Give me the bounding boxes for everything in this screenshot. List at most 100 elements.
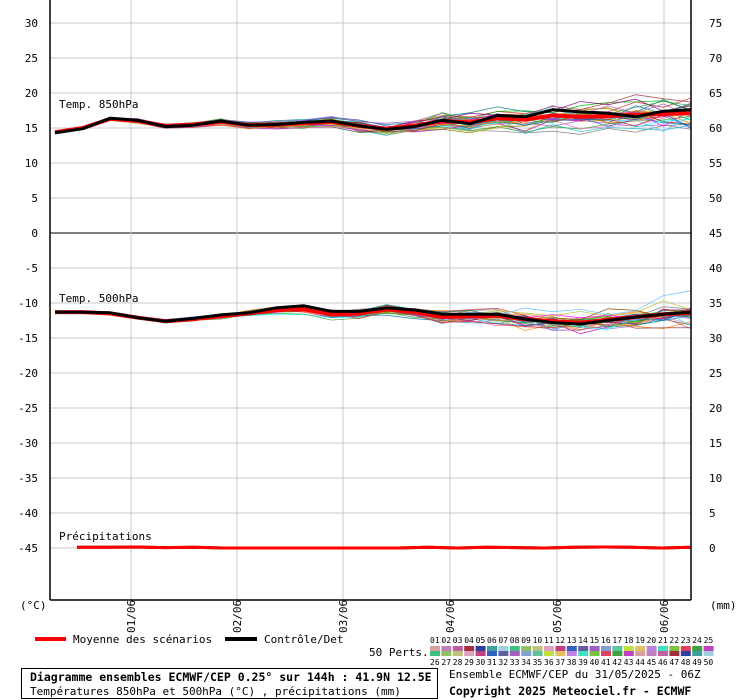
member-label: 24 (692, 636, 702, 645)
member-swatch (452, 651, 463, 656)
member-label: 09 (521, 636, 531, 645)
member-swatch (589, 646, 600, 651)
member-label: 32 (498, 658, 508, 667)
right-tick-label: 30 (709, 332, 722, 345)
member-label: 38 (567, 658, 577, 667)
member-swatch (509, 651, 520, 656)
member-label: 13 (567, 636, 577, 645)
legend-mean-label: Moyenne des scénarios (73, 633, 212, 646)
member-swatch (646, 646, 657, 651)
member-label: 27 (441, 658, 451, 667)
grid (50, 0, 691, 600)
member-swatch (646, 651, 657, 656)
chart-subtitle: Températures 850hPa et 500hPa (°C) , pré… (30, 685, 401, 698)
x-tick-label: 01/06 (125, 600, 138, 633)
member-swatch (464, 646, 475, 651)
precip-mean-line (77, 545, 692, 550)
member-label: 48 (681, 658, 691, 667)
member-swatch (680, 646, 691, 651)
right-tick-label: 35 (709, 297, 722, 310)
left-tick-label: -30 (18, 437, 38, 450)
member-swatches: 01 02 03 04 05 06 07 08 09 10 11 12 13 14 15 16 17 18 19 20… (430, 636, 714, 667)
member-swatch (487, 646, 497, 651)
member-label: 05 (476, 636, 486, 645)
member-swatch (498, 646, 509, 651)
right-tick-label: 10 (709, 472, 722, 485)
member-label: 30 (476, 658, 486, 667)
member-swatch (601, 646, 611, 651)
member-swatch (544, 651, 554, 656)
member-swatch (521, 651, 532, 656)
panel-label-850: Temp. 850hPa (59, 98, 138, 111)
member-label: 37 (555, 658, 565, 667)
member-label: 11 (544, 636, 554, 645)
right-tick-label: 40 (709, 262, 722, 275)
member-swatch (475, 651, 486, 656)
member-label: 10 (533, 636, 543, 645)
chart-title: Diagramme ensembles ECMWF/CEP 0.25° sur … (30, 670, 432, 684)
t850-control-line (54, 108, 692, 135)
left-tick-label: 10 (25, 157, 38, 170)
member-swatch (544, 646, 554, 651)
member-label: 47 (669, 658, 679, 667)
t500-control-line (55, 304, 692, 326)
member-swatch (669, 646, 680, 651)
member-swatch (430, 646, 440, 651)
x-tick-label: 03/06 (337, 600, 350, 633)
left-tick-label: -15 (18, 332, 38, 345)
right-tick-label: 65 (709, 87, 722, 100)
y-tick-labels: 302520151050-5-10-15-20-25-30-35-40-4575… (18, 17, 722, 555)
left-tick-label: 20 (25, 87, 38, 100)
left-unit-label: (°C) (20, 599, 47, 612)
member-swatch (612, 646, 623, 651)
member-swatch (623, 646, 634, 651)
right-unit-label: (mm) (710, 599, 737, 612)
member-label: 07 (498, 636, 508, 645)
member-label: 22 (669, 636, 679, 645)
copyright: Copyright 2025 Meteociel.fr - ECMWF (449, 684, 692, 698)
member-label: 03 (453, 636, 463, 645)
left-tick-label: 5 (31, 192, 38, 205)
member-label: 43 (624, 658, 634, 667)
right-tick-label: 50 (709, 192, 722, 205)
x-tick-label: 06/06 (658, 600, 671, 633)
member-swatch (623, 651, 634, 656)
member-label: 36 (544, 658, 554, 667)
x-tick-labels: 01/06 02/06 03/06 04/06 05/06 06/06 (125, 600, 671, 633)
member-swatch (441, 646, 452, 651)
member-label: 31 (487, 658, 497, 667)
left-tick-label: -20 (18, 367, 38, 380)
member-label: 15 (590, 636, 600, 645)
left-tick-label: -10 (18, 297, 38, 310)
member-swatch (658, 646, 668, 651)
member-swatch (589, 651, 600, 656)
left-tick-label: -5 (25, 262, 38, 275)
member-label: 45 (647, 658, 657, 667)
left-tick-label: 0 (31, 227, 38, 240)
right-tick-label: 15 (709, 437, 722, 450)
member-label: 06 (487, 636, 497, 645)
member-label: 08 (510, 636, 520, 645)
member-swatch (703, 651, 714, 656)
run-label: Ensemble ECMWF/CEP du 31/05/2025 - 06Z (449, 668, 701, 681)
member-swatch (658, 651, 668, 656)
member-swatch (692, 651, 703, 656)
member-label: 26 (430, 658, 440, 667)
member-label: 21 (658, 636, 668, 645)
left-tick-label: 15 (25, 122, 38, 135)
member-label: 29 (464, 658, 474, 667)
member-swatch (521, 646, 532, 651)
member-label: 50 (704, 658, 714, 667)
member-label: 35 (533, 658, 543, 667)
member-swatch (498, 651, 509, 656)
member-swatch (578, 646, 589, 651)
member-swatch (566, 651, 577, 656)
member-label: 04 (464, 636, 474, 645)
right-tick-label: 0 (709, 542, 716, 555)
member-swatch (703, 646, 714, 651)
right-tick-label: 70 (709, 52, 722, 65)
member-swatch (578, 651, 589, 656)
member-label: 14 (578, 636, 588, 645)
right-tick-label: 75 (709, 17, 722, 30)
